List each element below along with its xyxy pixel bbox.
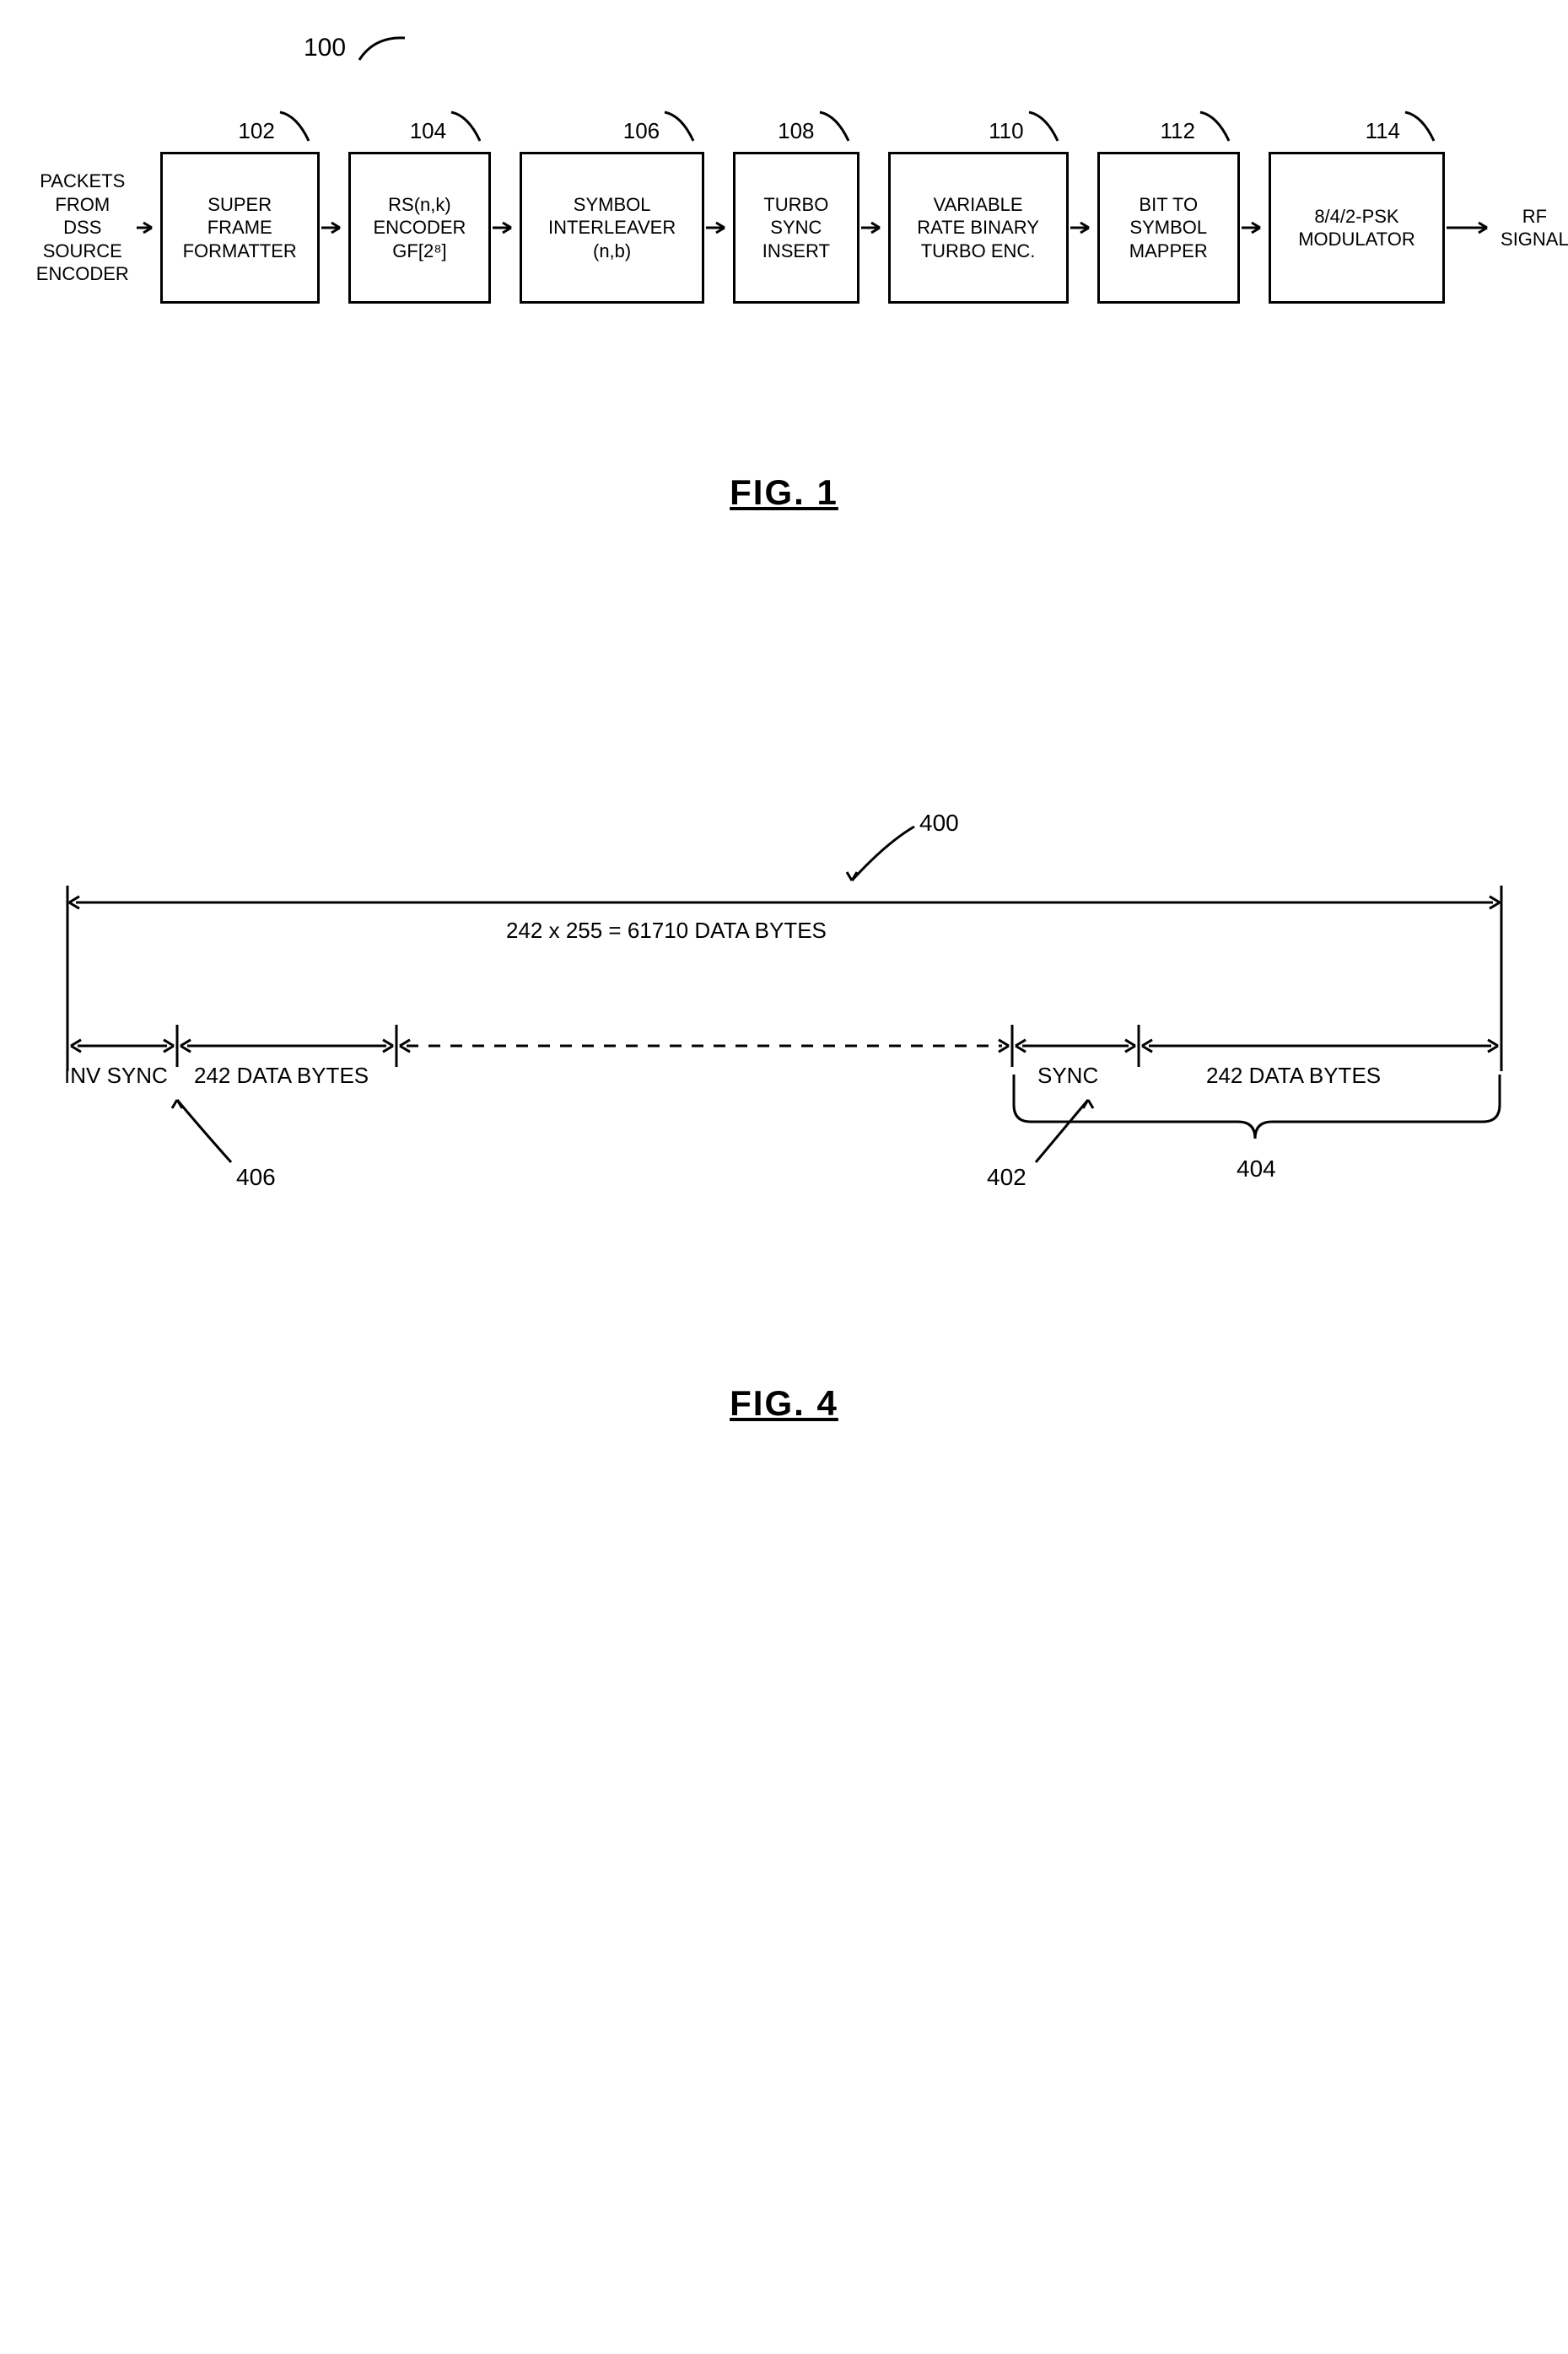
ref-106-text: 106 bbox=[623, 117, 660, 145]
fig1-caption: FIG. 1 bbox=[34, 472, 1534, 513]
ref-110: 110 bbox=[989, 107, 1060, 144]
ref-404-text: 404 bbox=[1237, 1155, 1276, 1182]
leader-line-icon bbox=[815, 107, 852, 144]
block-104: RS(n,k)ENCODERGF[2⁸]104 bbox=[348, 152, 491, 304]
ref-100-text: 100 bbox=[304, 34, 346, 62]
gap-arrow bbox=[396, 1036, 1012, 1056]
seg-arrow bbox=[1012, 1036, 1139, 1056]
block-108: TURBOSYNCINSERT108 bbox=[733, 152, 859, 304]
data-bytes-label-1: 242 DATA BYTES bbox=[194, 1063, 369, 1089]
ref-108: 108 bbox=[778, 107, 851, 144]
seg-arrow bbox=[177, 1036, 396, 1056]
block-chain: PACKETSFROM DSSSOURCEENCODER SUPERFRAMEF… bbox=[34, 152, 1568, 304]
ref-108-text: 108 bbox=[778, 117, 814, 145]
block-106: SYMBOLINTERLEAVER(n,b)106 bbox=[520, 152, 704, 304]
figure-1: 100 PACKETSFROM DSSSOURCEENCODER SUPERFR… bbox=[34, 34, 1534, 624]
ref-110-text: 110 bbox=[989, 117, 1023, 145]
ref-112-text: 112 bbox=[1160, 117, 1194, 145]
arrow-icon bbox=[704, 219, 733, 236]
arrow-icon bbox=[491, 219, 520, 236]
fig4-caption: FIG. 4 bbox=[34, 1383, 1534, 1424]
ref-102-text: 102 bbox=[238, 117, 274, 145]
figure-4: FIG. 4 400 242 x 255 = 61710 DATA BYTES IN… bbox=[34, 793, 1534, 1552]
input-label: PACKETSFROM DSSSOURCEENCODER bbox=[34, 170, 132, 286]
leader-line-icon bbox=[660, 107, 697, 144]
arrow-icon bbox=[1069, 219, 1097, 236]
ref-114-text: 114 bbox=[1366, 117, 1400, 145]
ref-100: 100 bbox=[304, 34, 408, 63]
ref-104: 104 bbox=[410, 107, 483, 144]
leader-line-icon bbox=[446, 107, 483, 144]
block-112-label: BIT TOSYMBOLMAPPER bbox=[1129, 193, 1208, 263]
ref-400: 400 bbox=[919, 810, 959, 837]
ref-114: 114 bbox=[1366, 107, 1437, 144]
block-114-label: 8/4/2-PSKMODULATOR bbox=[1298, 205, 1415, 251]
block-110: VARIABLERATE BINARYTURBO ENC.110 bbox=[888, 152, 1069, 304]
ref-106: 106 bbox=[623, 107, 697, 144]
block-108-label: TURBOSYNCINSERT bbox=[762, 193, 830, 263]
top-span-label: 242 x 255 = 61710 DATA BYTES bbox=[506, 918, 827, 944]
ref-404: 404 bbox=[1237, 1155, 1276, 1182]
arrow-icon bbox=[135, 219, 160, 236]
arrow-icon bbox=[320, 219, 348, 236]
block-110-label: VARIABLERATE BINARYTURBO ENC. bbox=[917, 193, 1039, 263]
top-span-arrow bbox=[66, 892, 1503, 913]
ref-406: 406 bbox=[236, 1164, 276, 1191]
leader-line-icon bbox=[1024, 107, 1061, 144]
arrow-icon bbox=[1445, 219, 1495, 236]
inv-sync-label: INV SYNC bbox=[64, 1063, 168, 1089]
arrow-icon bbox=[1240, 219, 1269, 236]
block-104-label: RS(n,k)ENCODERGF[2⁸] bbox=[373, 193, 466, 263]
ref-400-text: 400 bbox=[919, 810, 959, 836]
block-106-label: SYMBOLINTERLEAVER(n,b) bbox=[548, 193, 676, 263]
block-114: 8/4/2-PSKMODULATOR114 bbox=[1269, 152, 1445, 304]
leader-line-icon bbox=[1195, 107, 1232, 144]
block-112: BIT TOSYMBOLMAPPER112 bbox=[1097, 152, 1240, 304]
leader-406-icon bbox=[169, 1096, 236, 1172]
arrow-icon bbox=[859, 219, 888, 236]
seg-arrow bbox=[67, 1036, 177, 1056]
block-102: SUPERFRAMEFORMATTER102 bbox=[160, 152, 320, 304]
seg-arrow bbox=[1139, 1036, 1501, 1056]
block-102-label: SUPERFRAMEFORMATTER bbox=[183, 193, 297, 263]
ref-112: 112 bbox=[1160, 107, 1231, 144]
output-label: RFSIGNAL bbox=[1501, 205, 1568, 251]
leader-line-icon bbox=[1400, 107, 1437, 144]
ref-406-text: 406 bbox=[236, 1164, 276, 1190]
leader-line-icon bbox=[275, 107, 312, 144]
ref-104-text: 104 bbox=[410, 117, 446, 145]
ref-102: 102 bbox=[238, 107, 311, 144]
leader-line-icon bbox=[843, 818, 919, 886]
